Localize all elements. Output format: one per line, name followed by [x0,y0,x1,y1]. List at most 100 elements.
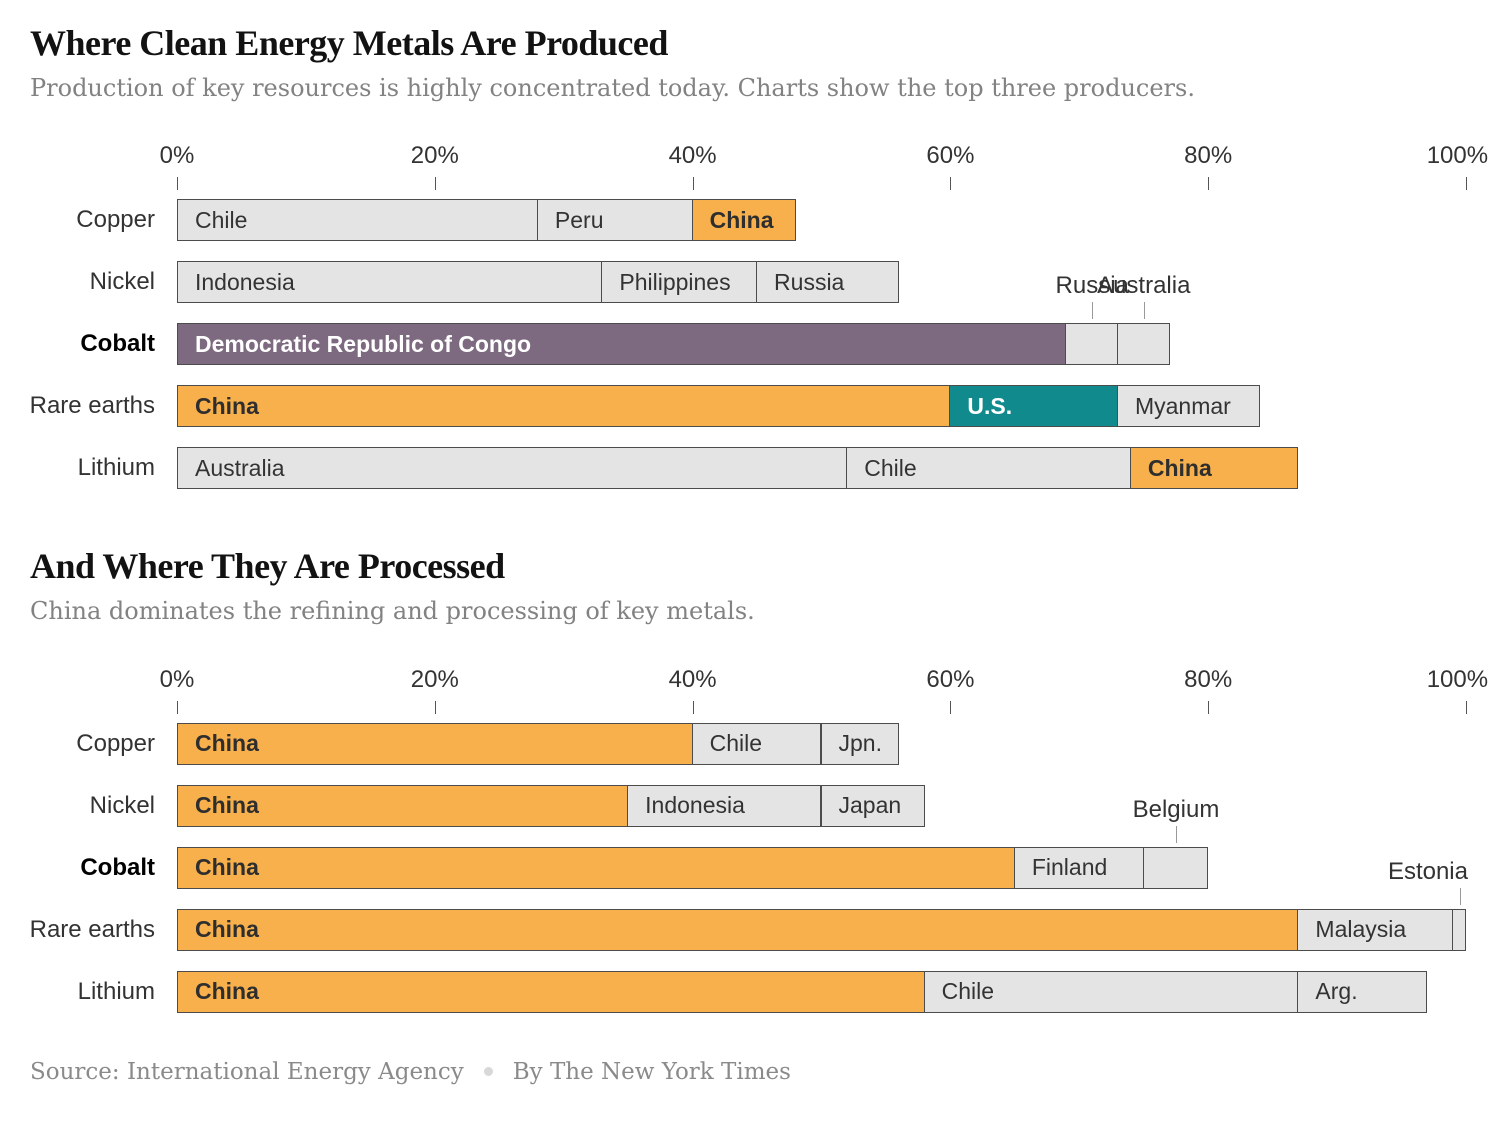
segment-philippines: Philippines [601,261,758,304]
segment-label-arg: Arg. [1315,978,1358,1005]
axis-tick-label: 40% [668,142,717,170]
segment-label-china: China [195,978,259,1005]
segment-label-democratic-republic-of-congo: Democratic Republic of Congo [195,330,532,357]
axis-tick-label: 60% [926,665,975,693]
segment-label-chile: Chile [709,730,763,757]
segment-label-chile: Chile [941,978,995,1005]
segment-finland: Finland [1013,846,1144,889]
axis-tick-label: 80% [1184,142,1233,170]
source-credit: Source: International Energy Agency [30,1058,464,1085]
bar-row-cobalt: Cobalt Democratic Republic of Congo Russia… [80,272,1466,366]
leader-line-belgium [1175,825,1177,843]
segment-label-finland: Finland [1031,854,1108,881]
segment-label-indonesia: Indonesia [195,268,295,295]
axis-tick-label: 100% [1426,142,1489,170]
segment-label-china: China [195,730,259,757]
bar-row-lithium: Lithium Australia Chile China [78,447,1466,490]
row-label-nickel: Nickel [89,791,155,819]
axis-tick-mark [434,177,436,191]
segment-australia [1116,323,1170,366]
segment-china: China [1129,447,1299,490]
segment-russia: Russia [756,261,899,304]
axis-tick-mark [692,700,694,714]
callout-label-russia: Russia [1055,272,1129,300]
axis-tick-label: 0% [159,665,195,693]
chart-title-produced: Where Clean Energy Metals Are Produced [30,23,668,63]
axis-tick-mark [1466,177,1467,191]
bar-row-lithium: Lithium China Chile Arg. [78,970,1466,1013]
callout-label-australia: Australia [1097,272,1191,300]
axis-tick-mark [434,700,436,714]
axis-tick-mark [1208,700,1210,714]
segment-malaysia: Malaysia [1297,908,1454,951]
segment-china: China [177,846,1015,889]
axis-tick-label: 20% [410,142,459,170]
segment-label-russia: Russia [774,268,845,295]
segment-label-chile: Chile [195,206,248,233]
segment-china: China [177,784,629,827]
segment-label-china: China [709,206,774,233]
chart-subtitle-produced: Production of key resources is highly co… [30,73,1195,102]
axis-tick-label: 80% [1184,665,1233,693]
segment-peru: Peru [536,199,693,242]
axis-tick-label: 100% [1426,665,1489,693]
segment-indonesia: Indonesia [177,261,603,304]
leader-line-australia [1143,302,1145,320]
segment-chile: Chile [846,447,1131,490]
bar-row-nickel: Nickel Indonesia Philippines Russia [90,261,1466,304]
segment-estonia [1452,908,1466,951]
axis-tick-mark [1466,700,1467,714]
segment-label-china: China [195,392,259,419]
axis-tick-label: 60% [926,142,975,170]
segment-label-myanmar: Myanmar [1134,392,1231,419]
axis-tick-mark [692,177,694,191]
segment-u-s: U.S. [949,385,1118,428]
chart-subtitle-processed: China dominates the refining and process… [30,596,755,625]
produced-chart: 0% 20% 40% 60% 80% 100% Copper Chile Peru China Ni… [30,142,1488,490]
row-label-lithium: Lithium [77,977,155,1005]
segment-indonesia: Indonesia [627,784,822,827]
segment-label-malaysia: Malaysia [1315,916,1407,943]
axis-tick-mark [950,177,952,191]
bar-row-copper: Copper Chile Peru China [76,199,1466,242]
processed-chart: 0% 20% 40% 60% 80% 100% Copper China Chile Jpn. Ni… [30,665,1488,1013]
row-label-copper: Copper [76,206,155,234]
x-axis: 0% 20% 40% 60% 80% 100% [160,142,1488,199]
segment-label-australia: Australia [195,454,285,481]
segment-japan: Japan [820,784,925,827]
bar-row-nickel: Nickel China Indonesia Japan [90,784,1466,827]
bar-row-copper: Copper China Chile Jpn. [76,722,1466,765]
axis-tick-mark [1208,177,1210,191]
segment-label-philippines: Philippines [619,268,731,295]
callout-label-estonia: Estonia [1387,857,1468,885]
segment-jpn: Jpn. [820,722,899,765]
segment-russia [1065,323,1118,366]
leader-line-estonia [1459,887,1461,905]
row-label-rare-earths: Rare earths [29,392,155,420]
segment-china: China [177,722,693,765]
row-label-lithium: Lithium [77,454,155,482]
segment-china: China [691,199,796,242]
segment-china: China [177,970,925,1013]
axis-tick-label: 40% [668,665,717,693]
axis-tick-mark [177,700,178,714]
segment-label-japan: Japan [838,792,902,819]
segment-label-china: China [195,916,259,943]
segment-china: China [177,908,1299,951]
axis-tick-mark [177,177,178,191]
callout-label-belgium: Belgium [1132,795,1220,823]
segment-chile: Chile [923,970,1299,1013]
segment-label-china: China [1147,454,1212,481]
article-graphic: Where Clean Energy Metals Are Produced P… [30,23,1488,1085]
chart-footer: Source: International Energy Agency By T… [30,1059,1468,1085]
segment-arg: Arg. [1297,970,1428,1013]
segment-label-indonesia: Indonesia [645,792,745,819]
row-label-cobalt: Cobalt [80,330,155,358]
bar-row-cobalt: Cobalt China Finland Belgium [80,796,1466,889]
segment-label-jpn: Jpn. [838,730,882,757]
bar-row-rare-earths: Rare earths China U.S. Myanmar [30,385,1466,428]
segment-belgium [1142,846,1209,889]
axis-tick-label: 20% [410,665,459,693]
axis-tick-label: 0% [159,142,195,170]
bar-row-rare-earths: Rare earths China Malaysia Estonia [30,858,1468,951]
